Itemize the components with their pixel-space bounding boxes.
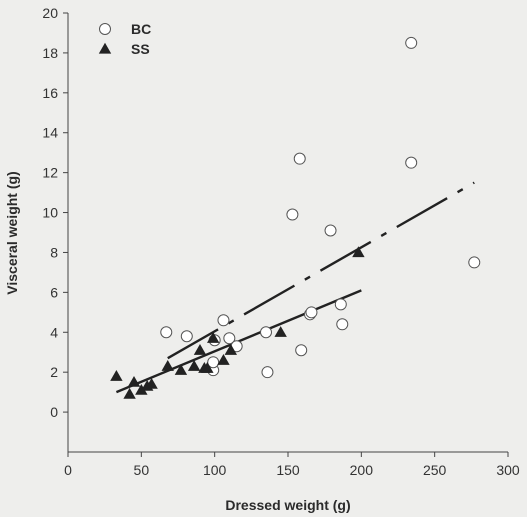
point-bc <box>261 366 274 379</box>
point-ss <box>217 354 230 365</box>
point-ss <box>274 326 287 337</box>
y-axis-title: Visceral weight (g) <box>4 171 20 294</box>
point-ss <box>161 359 174 371</box>
x-tick-label: 0 <box>64 462 72 478</box>
legend: BC SS <box>98 21 151 57</box>
point-bc <box>223 332 236 345</box>
point-ss <box>135 383 148 395</box>
x-tick-label: 250 <box>423 462 447 478</box>
y-tick-label: 12 <box>42 165 58 181</box>
point-bc <box>305 306 318 319</box>
x-tick-label: 200 <box>350 462 374 478</box>
point-bc <box>286 208 299 221</box>
point-ss <box>110 369 123 381</box>
y-tick-label: 4 <box>50 324 58 340</box>
point-ss <box>145 377 158 389</box>
y-tick-label: 20 <box>42 5 58 21</box>
y-tick-label: 2 <box>50 364 58 380</box>
point-ss <box>207 332 220 343</box>
point-ss <box>193 344 207 355</box>
legend-label-bc: BC <box>131 21 151 37</box>
point-bc <box>334 298 347 311</box>
fit-line-bc <box>167 181 475 360</box>
point-bc <box>405 36 418 49</box>
x-tick-label: 300 <box>496 462 520 478</box>
x-axis-title: Dressed weight (g) <box>225 497 350 513</box>
y-tick-label: 8 <box>50 244 58 260</box>
legend-marker-ss <box>98 42 112 54</box>
y-tick-label: 10 <box>42 205 58 221</box>
point-ss <box>201 361 214 373</box>
x-tick-label: 100 <box>203 462 227 478</box>
point-ss <box>123 387 136 399</box>
x-tick-label: 150 <box>276 462 300 478</box>
point-bc <box>405 156 418 169</box>
point-bc <box>180 330 193 343</box>
point-bc <box>295 344 308 357</box>
point-ss <box>224 344 237 355</box>
point-ss <box>352 246 365 258</box>
point-ss <box>174 363 188 375</box>
point-bc <box>336 318 349 331</box>
y-tick-label: 0 <box>50 404 58 420</box>
point-ss <box>187 359 201 371</box>
y-tick-label: 14 <box>42 125 58 141</box>
point-bc <box>293 152 306 165</box>
point-bc <box>260 326 272 339</box>
y-tick-label: 18 <box>42 45 58 61</box>
y-tick-label: 16 <box>42 85 58 101</box>
x-tick-label: 50 <box>134 462 150 478</box>
data-points <box>110 36 481 399</box>
legend-marker-bc <box>99 23 111 35</box>
point-bc <box>468 256 481 269</box>
point-bc <box>207 356 220 369</box>
legend-label-ss: SS <box>131 41 150 57</box>
y-tick-label: 6 <box>50 284 58 300</box>
point-bc <box>160 326 173 339</box>
point-ss <box>127 375 141 387</box>
point-bc <box>217 314 230 327</box>
point-bc <box>324 224 337 237</box>
